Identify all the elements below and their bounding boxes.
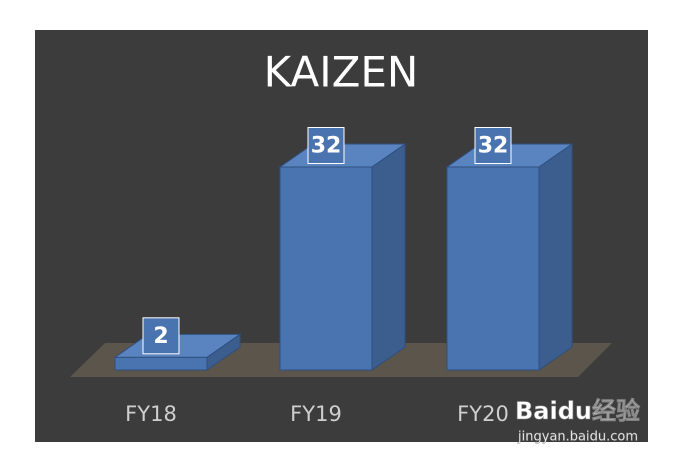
- bar: [445, 143, 574, 371]
- data-label-box: [307, 127, 345, 164]
- bar-face: [538, 143, 573, 371]
- watermark: jingyan.baidu.com: [517, 430, 638, 445]
- x-tick-label: FY18: [125, 402, 177, 426]
- bar-face: [446, 166, 540, 371]
- watermark: Baidu经验: [515, 397, 640, 425]
- bar-face: [371, 143, 406, 371]
- x-tick-label: FY19: [290, 402, 342, 426]
- x-tick-label: FY20: [457, 402, 509, 426]
- bar: [278, 143, 407, 371]
- bar-face: [279, 166, 373, 371]
- chart-title: KAIZEN: [264, 48, 419, 97]
- data-label-box: [474, 127, 512, 164]
- data-label: 32: [478, 134, 509, 159]
- data-label: 32: [311, 134, 342, 159]
- data-label-box: [142, 317, 180, 355]
- bar-face: [114, 356, 208, 371]
- data-label: 2: [153, 324, 168, 349]
